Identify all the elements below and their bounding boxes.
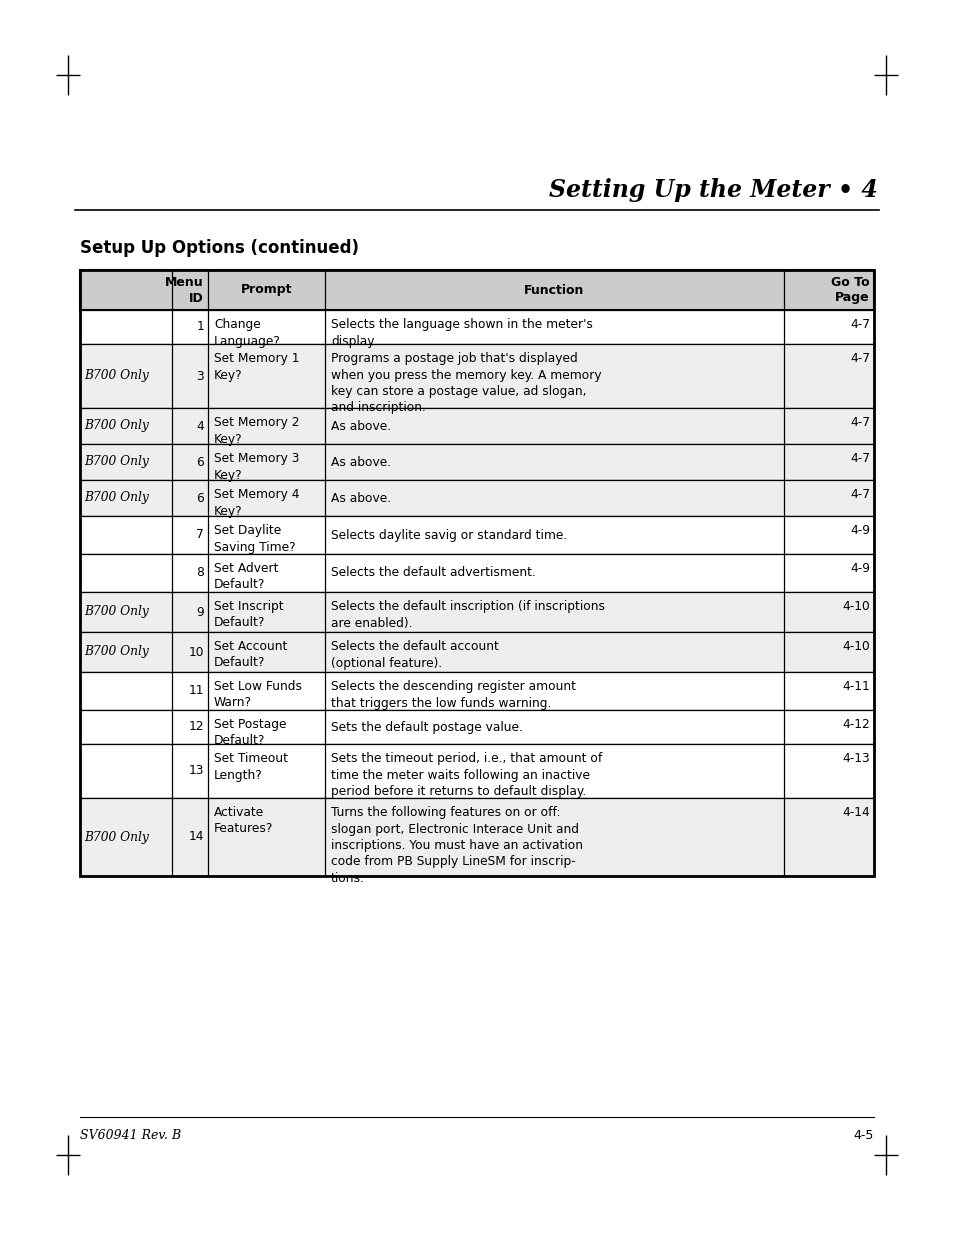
Text: 4-11: 4-11 [841,680,869,693]
Text: Set Memory 4
Key?: Set Memory 4 Key? [213,488,299,517]
Bar [80,480,873,516]
Text: B700 Only: B700 Only [84,420,149,432]
Bar [80,632,873,672]
Bar [80,798,873,876]
Text: 4-9: 4-9 [849,524,869,537]
Text: Page: Page [835,291,869,305]
Text: 3: 3 [196,369,204,383]
Text: Set Account
Default?: Set Account Default? [213,640,287,669]
Text: Set Inscript
Default?: Set Inscript Default? [213,600,283,630]
Bar [80,270,873,876]
Text: 7: 7 [196,529,204,541]
Text: 4-14: 4-14 [841,806,869,819]
Text: Selects the language shown in the meter's
display.: Selects the language shown in the meter'… [331,317,592,347]
Text: Turns the following features on or off:
slogan port, Electronic Interace Unit an: Turns the following features on or off: … [331,806,582,885]
Text: ID: ID [189,291,204,305]
Bar [80,345,873,408]
Text: Activate
Features?: Activate Features? [213,806,274,836]
Text: Menu: Menu [165,275,204,289]
Text: Selects the default account
(optional feature).: Selects the default account (optional fe… [331,640,498,669]
Text: Set Timeout
Length?: Set Timeout Length? [213,752,288,782]
Text: Set Memory 1
Key?: Set Memory 1 Key? [213,352,299,382]
Bar [80,632,873,672]
Text: 9: 9 [196,605,204,619]
Text: Go To: Go To [830,275,869,289]
Text: 6: 6 [196,492,204,505]
Text: Setup Up Options (continued): Setup Up Options (continued) [80,240,358,257]
Bar [80,555,873,592]
Bar [80,672,873,710]
Text: Selects the default advertisment.: Selects the default advertisment. [331,567,536,579]
Text: Set Advert
Default?: Set Advert Default? [213,562,278,592]
Text: As above.: As above. [331,420,391,432]
Text: Programs a postage job that's displayed
when you press the memory key. A memory
: Programs a postage job that's displayed … [331,352,601,415]
Text: Change
Language?: Change Language? [213,317,280,347]
Text: B700 Only: B700 Only [84,830,149,844]
Text: 4-10: 4-10 [841,640,869,653]
Text: Sets the default postage value.: Sets the default postage value. [331,720,522,734]
Text: Setting Up the Meter • 4: Setting Up the Meter • 4 [549,178,877,203]
Bar [80,798,873,876]
Text: Selects the descending register amount
that triggers the low funds warning.: Selects the descending register amount t… [331,680,576,709]
Text: 1: 1 [196,321,204,333]
Bar [80,743,873,798]
Bar [80,743,873,798]
Text: Prompt: Prompt [240,284,292,296]
Text: B700 Only: B700 Only [84,456,149,468]
Bar [80,408,873,445]
Bar [80,310,873,345]
Text: As above.: As above. [331,492,391,505]
Text: 8: 8 [196,567,204,579]
Text: 4: 4 [196,420,204,432]
Text: As above.: As above. [331,456,391,468]
Text: Set Memory 3
Key?: Set Memory 3 Key? [213,452,299,482]
Bar [80,672,873,710]
Text: 4-7: 4-7 [849,452,869,466]
Text: 4-9: 4-9 [849,562,869,576]
Text: Selects daylite savig or standard time.: Selects daylite savig or standard time. [331,529,567,541]
Text: Sets the timeout period, i.e., that amount of
time the meter waits following an : Sets the timeout period, i.e., that amou… [331,752,601,798]
Text: 4-7: 4-7 [849,488,869,501]
Text: 4-7: 4-7 [849,317,869,331]
Text: 4-13: 4-13 [841,752,869,764]
Text: 4-7: 4-7 [849,416,869,429]
Text: B700 Only: B700 Only [84,492,149,505]
Text: B700 Only: B700 Only [84,369,149,383]
Bar [80,710,873,743]
Text: 4-10: 4-10 [841,600,869,613]
Text: 4-12: 4-12 [841,718,869,731]
Text: B700 Only: B700 Only [84,646,149,658]
Text: Function: Function [524,284,584,296]
Bar [80,480,873,516]
Bar [80,408,873,445]
Text: Set Memory 2
Key?: Set Memory 2 Key? [213,416,299,446]
Text: 14: 14 [189,830,204,844]
Bar [80,592,873,632]
Bar [80,270,873,310]
Text: Set Postage
Default?: Set Postage Default? [213,718,286,747]
Text: Selects the default inscription (if inscriptions
are enabled).: Selects the default inscription (if insc… [331,600,604,630]
Bar [80,516,873,555]
Text: 13: 13 [189,764,204,778]
Bar [80,592,873,632]
Text: SV60941 Rev. B: SV60941 Rev. B [80,1129,181,1142]
Text: 12: 12 [189,720,204,734]
Bar [80,270,873,310]
Bar [80,710,873,743]
Text: 4-7: 4-7 [849,352,869,366]
Text: 6: 6 [196,456,204,468]
Bar [80,555,873,592]
Text: 4-5: 4-5 [853,1129,873,1142]
Text: Set Low Funds
Warn?: Set Low Funds Warn? [213,680,302,709]
Bar [80,445,873,480]
Text: B700 Only: B700 Only [84,605,149,619]
Bar [80,310,873,345]
Text: 10: 10 [189,646,204,658]
Text: 11: 11 [189,684,204,698]
Text: Set Daylite
Saving Time?: Set Daylite Saving Time? [213,524,295,553]
Bar [80,345,873,408]
Bar [80,445,873,480]
Bar [80,516,873,555]
